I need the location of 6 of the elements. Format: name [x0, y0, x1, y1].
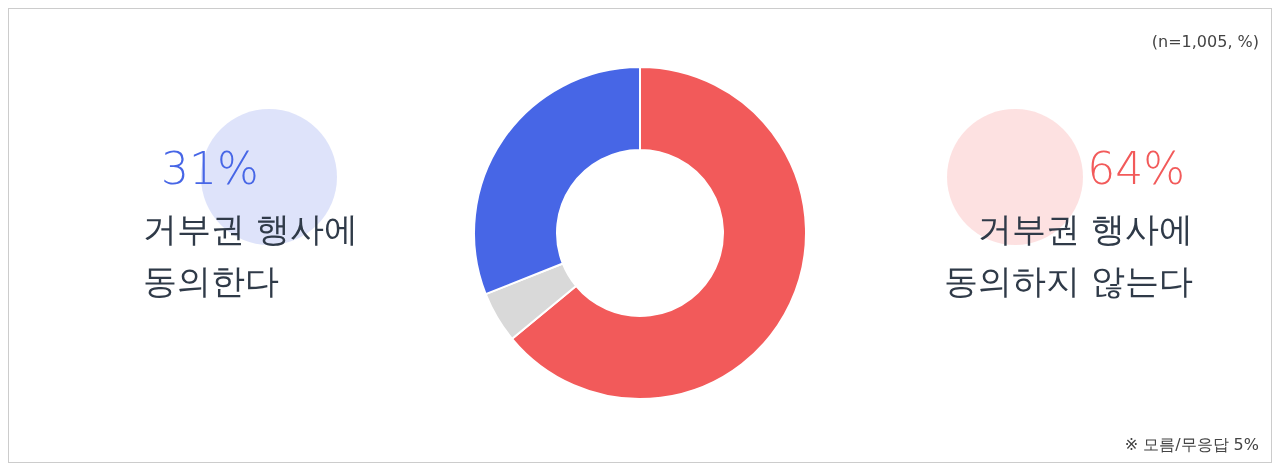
text: ※ 모름/무응답 5%	[1124, 435, 1259, 454]
data-label: 31%	[161, 143, 259, 194]
data-label: 64%	[1087, 143, 1185, 194]
slice-label: 거부권 행사에 동의한다	[143, 209, 358, 301]
slice-label: 거부권 행사에 동의하지 않는다	[944, 209, 1193, 301]
text: (n=1,005, %)	[1151, 32, 1259, 51]
